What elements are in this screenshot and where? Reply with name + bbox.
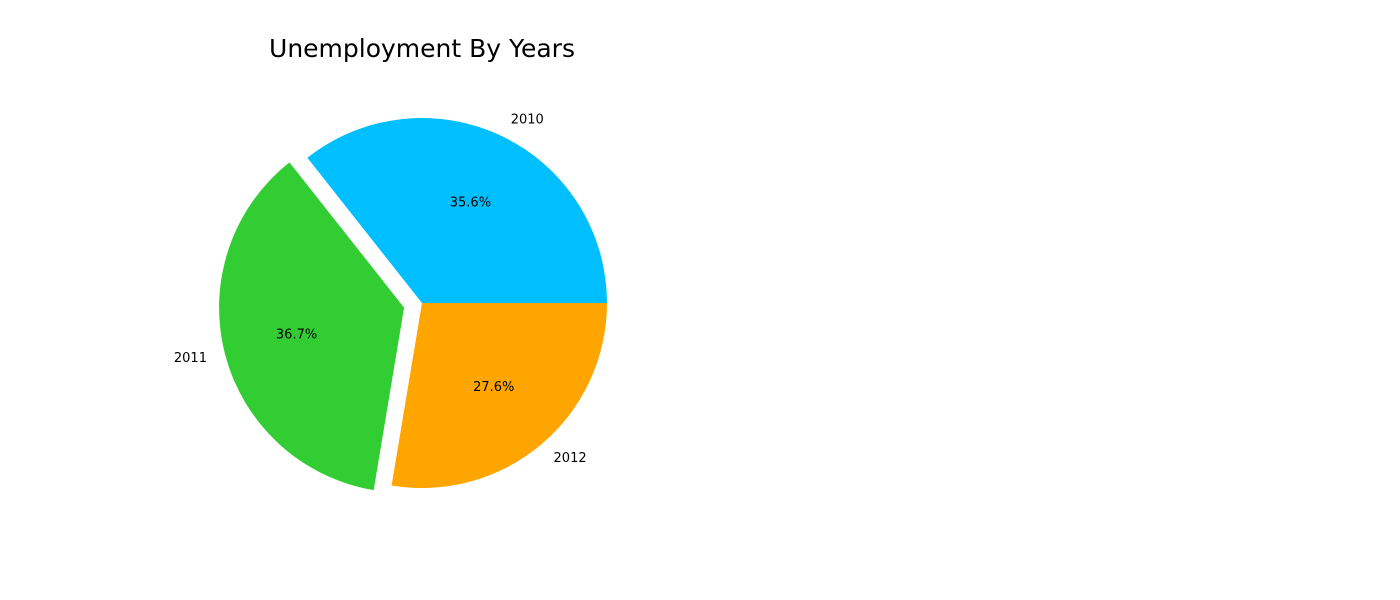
pie-slice-2012 bbox=[391, 303, 607, 489]
pie-pct-label-2011: 36.7% bbox=[276, 328, 317, 343]
pie-pct-label-2010: 35.6% bbox=[450, 196, 491, 211]
pie-pct-label-2012: 27.6% bbox=[473, 380, 514, 395]
pie-category-label-2012: 2012 bbox=[554, 451, 587, 466]
pie-slice-2011 bbox=[219, 162, 405, 491]
pie-category-label-2010: 2010 bbox=[511, 112, 544, 127]
chart-title: Unemployment By Years bbox=[269, 34, 575, 63]
pie-slice-2010 bbox=[307, 117, 607, 303]
pie-category-label-2011: 2011 bbox=[174, 351, 207, 366]
